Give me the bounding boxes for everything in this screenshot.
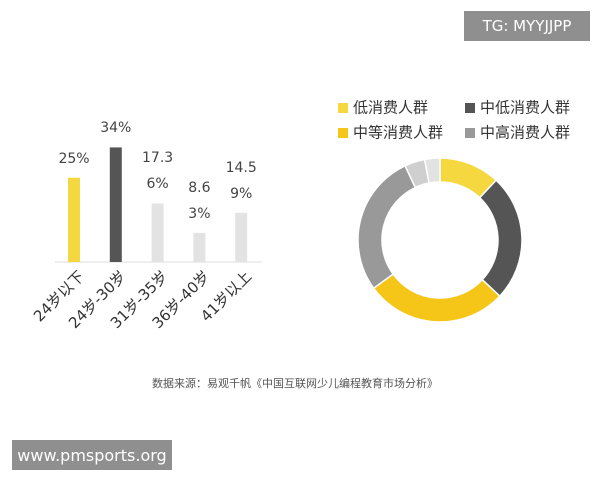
legend-swatch: [338, 128, 348, 138]
bar: [193, 232, 206, 262]
value-label: 25%: [58, 150, 90, 167]
value-label: 34%: [100, 120, 132, 137]
watermark-bottom: www.pmsports.org: [12, 440, 172, 470]
value-label: 14.59%: [225, 159, 257, 202]
legend-label: 中等消费人群: [353, 124, 443, 142]
legend-swatch: [465, 103, 475, 113]
legend-swatch: [338, 103, 348, 113]
watermark-top: TG: MYYJJPP: [464, 11, 590, 41]
donut-segment: [372, 273, 501, 323]
legend-label: 中高消费人群: [480, 124, 570, 142]
legend-label: 中低消费人群: [480, 99, 570, 117]
legend-label: 低消费人群: [353, 99, 428, 117]
value-label: 17.36%: [142, 150, 174, 193]
donut-segment: [423, 157, 441, 184]
legend-swatch: [465, 128, 475, 138]
value-label: 8.63%: [188, 179, 211, 222]
bar: [151, 203, 164, 262]
bar: [68, 177, 80, 262]
source: 数据来源：易观千帆《中国互联网少儿编程教育市场分析》: [152, 376, 438, 390]
donut-segment: [478, 179, 523, 298]
bar: [235, 212, 248, 262]
donut-segment: [357, 164, 417, 290]
bar: [109, 147, 122, 262]
